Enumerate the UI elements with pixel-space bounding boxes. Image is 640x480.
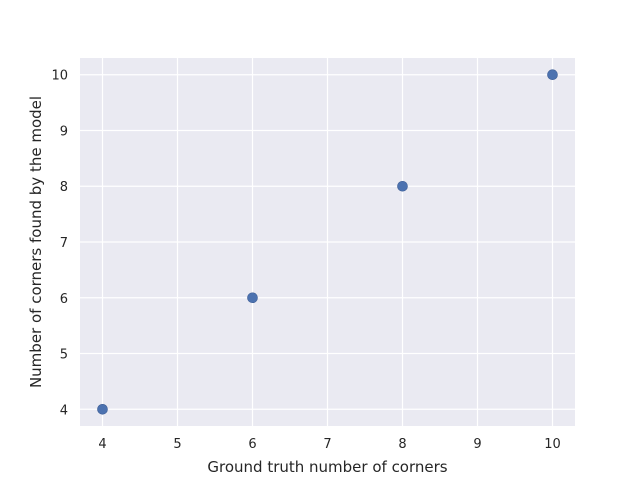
x-tick-labels: 4 5 6 7 8 9 10 [98,437,560,452]
y-tick-label: 4 [60,403,68,418]
data-points [97,69,558,415]
x-tick-label: 6 [248,437,256,452]
y-axis-label: Number of corners found by the model [27,96,45,388]
y-tick-label: 5 [60,348,68,363]
y-tick-label: 6 [60,292,68,307]
y-tick-labels: 4 5 6 7 8 9 10 [51,69,68,419]
x-tick-label: 5 [173,437,181,452]
scatter-point [397,180,408,192]
x-tick-label: 8 [398,437,406,452]
scatter-point [97,403,108,415]
y-tick-label: 8 [60,180,68,195]
x-axis-label: Ground truth number of corners [207,458,447,476]
x-tick-label: 9 [473,437,481,452]
x-tick-label: 10 [544,437,561,452]
x-tick-label: 4 [98,437,106,452]
y-tick-label: 9 [60,124,68,139]
scatter-point [247,292,258,304]
y-tick-label: 7 [60,236,68,251]
y-tick-label: 10 [51,69,68,84]
scatter-point [547,69,558,81]
grid-lines [80,58,575,426]
x-tick-label: 7 [323,437,331,452]
